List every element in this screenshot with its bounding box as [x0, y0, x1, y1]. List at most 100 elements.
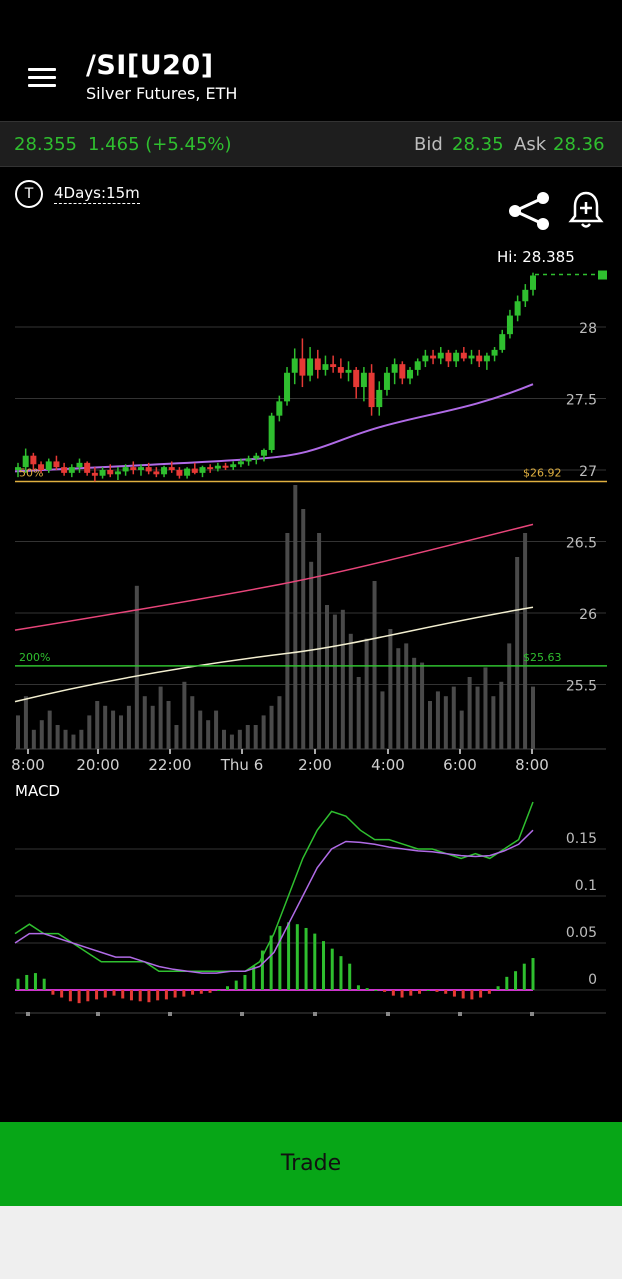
macd-histogram-bar	[217, 990, 221, 991]
macd-histogram-bar	[129, 990, 133, 1001]
volume-bar	[229, 734, 234, 749]
volume-bar	[356, 677, 361, 749]
candle-body	[153, 471, 160, 475]
volume-bar	[491, 696, 496, 749]
volume-bar	[404, 643, 409, 749]
candle-body	[84, 462, 91, 473]
time-axis-label: 4:00	[371, 756, 405, 774]
macd-histogram-bar	[514, 971, 518, 990]
volume-bar	[134, 585, 139, 749]
ask-price: 28.36	[553, 134, 605, 155]
candle-body	[414, 361, 421, 370]
volume-bar	[277, 696, 282, 749]
volume-bar	[451, 686, 456, 749]
volume-bar	[126, 705, 131, 749]
candle-body	[322, 364, 329, 370]
volume-bar	[340, 609, 345, 749]
volume-bar	[55, 725, 60, 749]
volume-bar	[293, 485, 298, 749]
share-icon[interactable]	[507, 190, 551, 232]
candle-body	[399, 364, 406, 379]
candle-body	[407, 369, 414, 379]
candle-body	[122, 467, 129, 472]
volume-bar	[119, 715, 123, 749]
candle-body	[430, 355, 437, 359]
macd-histogram-bar	[252, 965, 256, 990]
candle-body	[22, 455, 29, 468]
macd-histogram-bar	[295, 924, 299, 990]
candle-body	[191, 468, 198, 473]
volume-bar	[47, 710, 52, 749]
macd-histogram-bar	[156, 990, 160, 1001]
timeframe-selector[interactable]: 4Days:15m	[54, 184, 140, 204]
candle-body	[506, 315, 513, 335]
candle-body	[107, 470, 114, 475]
chart-type-icon[interactable]: T	[15, 180, 43, 208]
volume-bar	[325, 605, 329, 749]
price-axis-label: 26.5	[566, 536, 597, 552]
volume-bar	[206, 720, 211, 749]
volume-bar	[103, 705, 108, 749]
candle-body	[145, 467, 152, 472]
macd-histogram-bar	[208, 990, 212, 993]
macd-histogram-bar	[479, 990, 483, 998]
volume-bar	[182, 681, 187, 749]
macd-histogram-bar	[42, 978, 46, 990]
candle-body	[307, 358, 314, 376]
volume-bar	[87, 715, 92, 749]
macd-time-tick	[168, 1012, 172, 1016]
macd-histogram-bar	[33, 973, 37, 990]
time-axis-label: 8:00	[11, 756, 45, 774]
macd-histogram-bar	[487, 990, 491, 994]
macd-histogram-bar	[77, 990, 81, 1004]
volume-bar	[23, 696, 28, 749]
candle-body	[284, 372, 291, 402]
candle-body	[214, 465, 221, 469]
volume-bar	[16, 715, 20, 749]
candle-body	[368, 372, 375, 408]
macd-histogram-bar	[435, 990, 439, 992]
candle-body	[53, 461, 60, 468]
candle-body	[345, 369, 352, 373]
macd-signal-line	[14, 829, 534, 974]
macd-histogram-bar	[51, 990, 55, 995]
macd-histogram-bar	[418, 990, 422, 994]
macd-time-tick	[313, 1012, 317, 1016]
volume-bar	[507, 643, 512, 749]
volume-bar	[435, 691, 440, 749]
time-axis-label: 6:00	[443, 756, 477, 774]
price-change: 1.465 (+5.45%)	[88, 134, 232, 155]
macd-histogram-bar	[182, 990, 186, 997]
candle-body	[61, 467, 68, 473]
volume-bar	[515, 557, 520, 749]
candle-body	[453, 352, 460, 362]
macd-histogram-bar	[68, 990, 72, 1002]
macd-histogram-bar	[374, 990, 378, 991]
volume-bar	[214, 710, 219, 749]
price-axis-label: 28	[579, 321, 597, 337]
macd-histogram-bar	[269, 935, 273, 990]
macd-histogram-bar	[304, 927, 308, 990]
alert-bell-icon[interactable]	[568, 190, 604, 230]
volume-bar	[301, 509, 306, 749]
candle-body	[476, 355, 483, 362]
volume-bar	[222, 729, 226, 749]
macd-histogram-bar	[234, 980, 238, 990]
volume-bar	[190, 696, 195, 749]
price-axis-label: 26	[579, 607, 597, 623]
macd-histogram-bar	[496, 986, 500, 990]
candle-body	[391, 364, 398, 373]
symbol-subtitle: Silver Futures, ETH	[86, 84, 238, 103]
macd-histogram-bar	[383, 990, 387, 992]
macd-histogram-bar	[452, 990, 456, 997]
trade-button[interactable]: Trade	[0, 1122, 622, 1206]
quote-bar: 28.355 1.465 (+5.45%) Bid 28.35 Ask 28.3…	[0, 121, 622, 167]
volume-bar	[150, 705, 155, 749]
fib-200-price: $25.63	[523, 651, 562, 664]
candle-body	[530, 275, 536, 290]
macd-time-tick	[240, 1012, 244, 1016]
candle-body	[68, 467, 75, 473]
hamburger-menu-icon[interactable]	[28, 66, 56, 90]
candle-body	[491, 349, 498, 356]
